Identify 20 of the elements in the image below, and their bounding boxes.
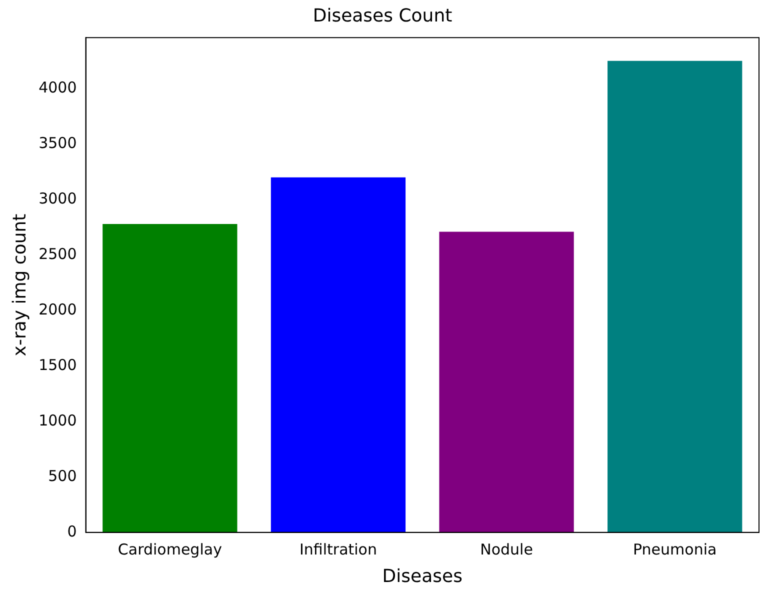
bar xyxy=(439,232,574,532)
bar xyxy=(608,60,742,532)
chart-title: Diseases Count xyxy=(312,5,452,26)
bar xyxy=(270,177,406,532)
y-tick-label: 3000 xyxy=(38,189,77,208)
y-axis-title: x-ray img count xyxy=(9,214,30,356)
y-tick-label: 2000 xyxy=(38,300,77,318)
y-tick-label: 1500 xyxy=(38,356,77,374)
bar xyxy=(102,224,238,532)
y-tick-label: 4000 xyxy=(38,78,77,97)
x-tick-label: Infiltration xyxy=(299,540,377,558)
y-tick-label: 1000 xyxy=(38,411,77,430)
y-tick-label: 0 xyxy=(67,522,77,540)
x-tick-label: Cardiomeglay xyxy=(118,540,222,558)
x-axis-title: Diseases xyxy=(382,566,462,587)
y-tick-label: 500 xyxy=(48,466,77,485)
y-tick-label: 3500 xyxy=(38,134,77,152)
x-tick-label: Nodule xyxy=(480,540,533,558)
y-tick-label: 2500 xyxy=(38,244,77,263)
x-tick-label: Pneumonia xyxy=(633,540,717,558)
